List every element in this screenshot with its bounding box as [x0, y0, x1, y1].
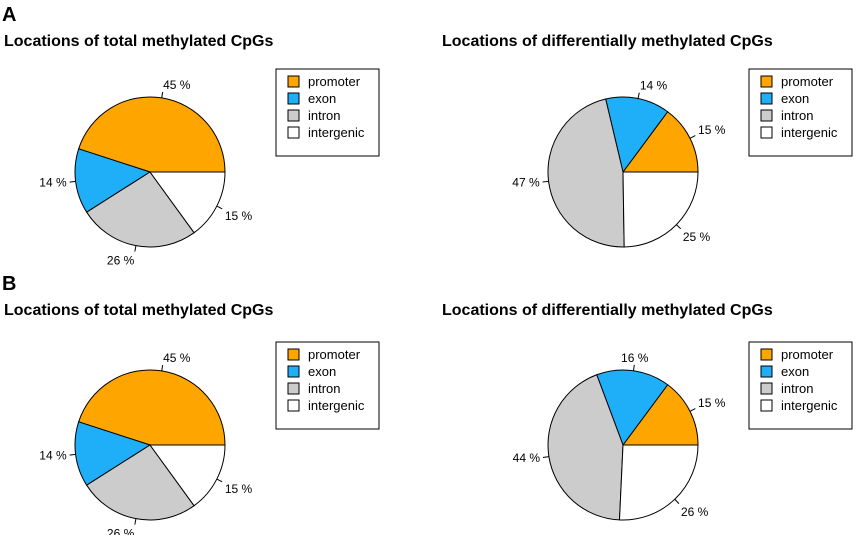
pie-chart-b-differential: Locations of differentially methylated C… — [442, 302, 853, 521]
chart-title: Locations of total methylated CpGs — [4, 33, 273, 50]
pie-tick-intron — [542, 456, 549, 459]
pie-tick-promoter — [161, 91, 164, 98]
pie-slice-intron — [547, 374, 624, 521]
pie-label-intergenic: 15 % — [225, 209, 253, 223]
legend-label-intron: intron — [781, 381, 814, 396]
pie-tick-exon — [632, 364, 635, 371]
pie-tick-intron — [542, 180, 549, 183]
pie-label-promoter: 15 % — [698, 396, 726, 410]
pie-label-promoter: 45 % — [163, 78, 191, 92]
legend-swatch-promoter — [760, 348, 773, 361]
pie-label-promoter: 15 % — [698, 123, 726, 137]
pie-slice-intergenic — [622, 171, 699, 248]
pie-label-promoter: 45 % — [163, 351, 191, 365]
panel-letter-a: A — [2, 4, 16, 26]
pie-tick-intron — [134, 245, 137, 252]
legend-label-promoter: promoter — [781, 347, 834, 362]
legend-label-exon: exon — [781, 364, 809, 379]
pie-label-exon: 14 % — [39, 449, 67, 463]
legend-swatch-exon — [287, 365, 300, 378]
legend-swatch-intergenic — [760, 399, 773, 412]
pie-label-intron: 44 % — [513, 451, 541, 465]
pie-slice-exon — [596, 369, 669, 447]
legend: promoter exon intron intergenic — [275, 341, 380, 430]
legend-swatch-intergenic — [760, 126, 773, 139]
legend: promoter exon intron intergenic — [748, 341, 853, 430]
pie-tick-exon — [637, 92, 640, 99]
legend-swatch-exon — [760, 92, 773, 105]
legend: promoter exon intron intergenic — [275, 68, 380, 157]
pie-tick-exon — [69, 453, 76, 456]
legend-label-promoter: promoter — [781, 74, 834, 89]
pie-chart-a-total: Locations of total methylated CpGs 45 % 14… — [4, 33, 380, 268]
legend-swatch-intron — [760, 109, 773, 122]
pie-label-exon: 14 % — [640, 79, 668, 93]
pie-slice-intron — [547, 98, 625, 248]
legend: promoter exon intron intergenic — [748, 68, 853, 157]
pie-tick-exon — [69, 180, 76, 183]
pie-tick-intergenic — [674, 498, 680, 504]
pie-label-intergenic: 25 % — [683, 230, 711, 244]
pie-slice-intergenic — [149, 171, 226, 234]
pie-slice-intron — [85, 171, 195, 248]
panel-letter-b: B — [2, 273, 16, 295]
pie-tick-intergenic — [676, 224, 682, 230]
pie-tick-intron — [134, 518, 137, 525]
pie-tick-promoter — [161, 364, 164, 371]
legend-label-exon: exon — [308, 364, 336, 379]
legend-label-intron: intron — [308, 381, 341, 396]
legend-swatch-promoter — [287, 348, 300, 361]
legend-label-exon: exon — [781, 91, 809, 106]
chart-title: Locations of differentially methylated C… — [442, 302, 773, 319]
pie-label-exon: 16 % — [621, 351, 649, 365]
legend-label-exon: exon — [308, 91, 336, 106]
legend-swatch-exon — [287, 92, 300, 105]
legend-swatch-intron — [287, 382, 300, 395]
pie-slice-exon — [74, 148, 152, 213]
legend-swatch-promoter — [760, 75, 773, 88]
legend-label-intergenic: intergenic — [781, 398, 838, 413]
legend-label-intron: intron — [781, 108, 814, 123]
pie-tick-promoter — [689, 135, 696, 139]
pie-label-intron: 47 % — [512, 175, 540, 189]
pie-slice-exon — [74, 421, 152, 486]
pie-label-intergenic: 15 % — [225, 482, 253, 496]
chart-title: Locations of total methylated CpGs — [4, 302, 273, 319]
legend-swatch-exon — [760, 365, 773, 378]
pie-chart-b-total: Locations of total methylated CpGs 45 % 14… — [4, 302, 380, 540]
legend-label-promoter: promoter — [308, 74, 361, 89]
legend-swatch-intergenic — [287, 399, 300, 412]
pie-label-exon: 14 % — [39, 176, 67, 190]
pie-tick-promoter — [689, 408, 696, 412]
legend-swatch-intron — [760, 382, 773, 395]
pie-label-intron: 26 % — [107, 527, 135, 535]
legend-swatch-intergenic — [287, 126, 300, 139]
legend-label-intergenic: intergenic — [308, 398, 365, 413]
legend-label-intron: intron — [308, 108, 341, 123]
legend-label-intergenic: intergenic — [308, 125, 365, 140]
pie-chart-a-differential: Locations of differentially methylated C… — [442, 33, 853, 248]
chart-title: Locations of differentially methylated C… — [442, 33, 773, 50]
legend-label-promoter: promoter — [308, 347, 361, 362]
pie-tick-intergenic — [216, 205, 223, 210]
legend-swatch-promoter — [287, 75, 300, 88]
pie-slice-intron — [85, 444, 195, 521]
legend-label-intergenic: intergenic — [781, 125, 838, 140]
pie-slice-intergenic — [149, 444, 226, 507]
pie-slice-intergenic — [618, 444, 699, 521]
pie-label-intergenic: 26 % — [681, 505, 709, 519]
pie-tick-intergenic — [216, 478, 223, 483]
pie-label-intron: 26 % — [107, 254, 135, 268]
legend-swatch-intron — [287, 109, 300, 122]
